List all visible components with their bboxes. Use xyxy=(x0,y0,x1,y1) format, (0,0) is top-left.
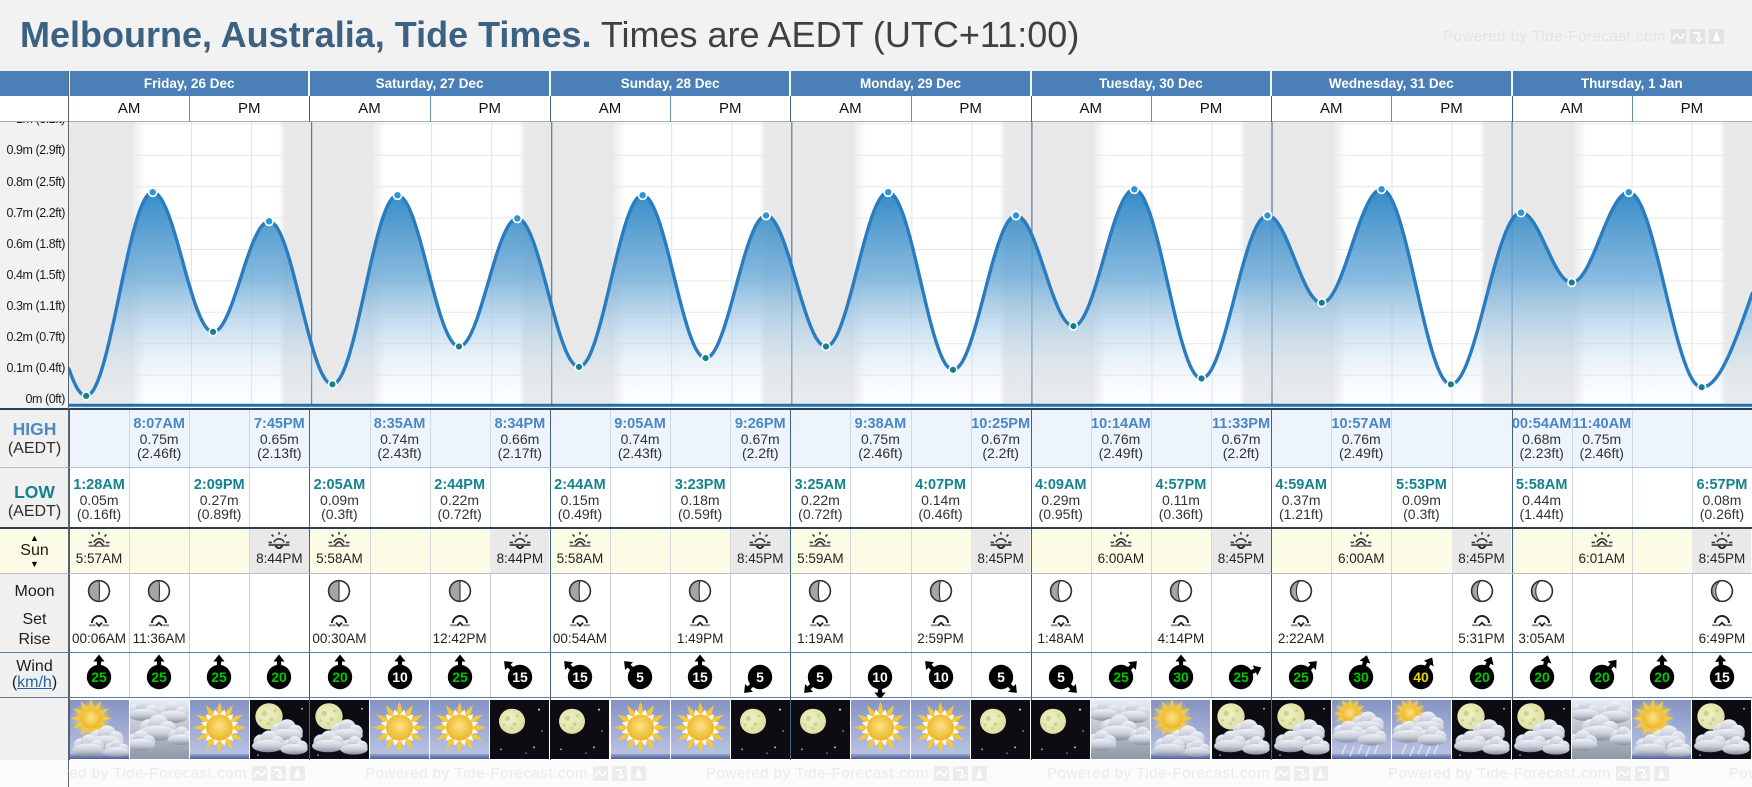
svg-text:25: 25 xyxy=(212,669,228,685)
svg-text:25: 25 xyxy=(1233,669,1249,685)
svg-text:5: 5 xyxy=(1057,669,1065,685)
svg-text:15: 15 xyxy=(1714,669,1730,685)
svg-text:5: 5 xyxy=(997,669,1005,685)
svg-text:30: 30 xyxy=(1354,669,1370,685)
svg-text:25: 25 xyxy=(1293,669,1309,685)
svg-text:25: 25 xyxy=(1113,669,1129,685)
svg-text:20: 20 xyxy=(332,669,348,685)
svg-text:20: 20 xyxy=(1474,669,1490,685)
svg-text:10: 10 xyxy=(933,669,949,685)
svg-text:25: 25 xyxy=(91,669,107,685)
svg-text:10: 10 xyxy=(392,669,408,685)
svg-text:5: 5 xyxy=(756,669,764,685)
svg-text:40: 40 xyxy=(1414,669,1430,685)
svg-text:15: 15 xyxy=(572,669,588,685)
svg-text:5: 5 xyxy=(816,669,824,685)
svg-text:15: 15 xyxy=(692,669,708,685)
svg-text:20: 20 xyxy=(1534,669,1550,685)
svg-text:20: 20 xyxy=(1594,669,1610,685)
svg-text:25: 25 xyxy=(452,669,468,685)
svg-text:30: 30 xyxy=(1173,669,1189,685)
svg-text:25: 25 xyxy=(151,669,167,685)
svg-text:20: 20 xyxy=(272,669,288,685)
svg-text:10: 10 xyxy=(873,669,889,685)
svg-text:5: 5 xyxy=(636,669,644,685)
svg-text:15: 15 xyxy=(512,669,528,685)
svg-text:20: 20 xyxy=(1654,669,1670,685)
